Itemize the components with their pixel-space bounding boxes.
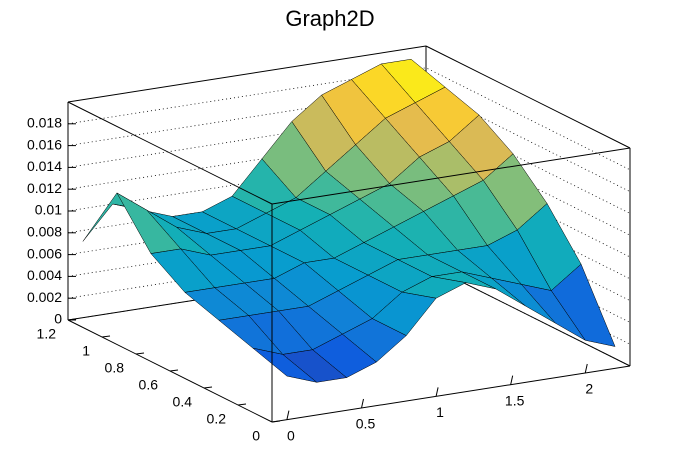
z-tick-label: 0.004 (27, 267, 62, 283)
z-tick-label: 0 (54, 311, 62, 327)
y-tick-label: 0.8 (105, 360, 125, 376)
z-tick-label: 0.012 (27, 180, 62, 196)
x-tick (584, 363, 588, 374)
y-tick-label: 0.4 (173, 394, 193, 410)
x-tick (286, 410, 290, 420)
grid-line (67, 67, 631, 171)
y-tick (67, 318, 77, 321)
z-tick-label: 0.008 (27, 224, 62, 240)
box-edge (425, 45, 631, 149)
y-tick (271, 420, 281, 423)
chart-title: Graph2D (285, 6, 374, 31)
x-tick-label: 1 (436, 404, 444, 420)
z-tick-label: 0.002 (27, 289, 62, 305)
y-tick (203, 386, 213, 389)
grid-line (67, 132, 631, 236)
y-tick (135, 352, 145, 355)
box-edge (271, 365, 631, 423)
grid-line (67, 110, 631, 214)
surface-cell (252, 347, 317, 383)
y-tick (169, 369, 179, 372)
y-tick-label: 0.2 (207, 411, 227, 427)
x-tick-label: 0 (287, 427, 295, 443)
x-tick (361, 398, 364, 409)
z-tick-label: 0.016 (27, 136, 62, 152)
box-edge (67, 45, 427, 103)
x-tick-label: 1.5 (505, 392, 525, 408)
x-tick-label: 0.5 (356, 416, 376, 432)
z-tick-label: 0.01 (35, 202, 62, 218)
z-tick-label: 0.018 (27, 115, 62, 131)
y-tick-label: 1.2 (37, 326, 57, 342)
box-edge (67, 101, 273, 205)
x-tick (510, 375, 514, 385)
x-tick-label: 2 (585, 381, 593, 397)
x-tick (435, 387, 439, 397)
box-edge (271, 147, 631, 205)
grid-line (67, 89, 631, 192)
z-tick-label: 0.006 (27, 245, 62, 261)
y-tick-label: 0.6 (139, 377, 159, 393)
y-tick-label: 0 (252, 428, 260, 444)
y-tick-label: 1 (82, 343, 90, 359)
y-tick (101, 335, 111, 338)
z-tick-label: 0.014 (27, 158, 62, 174)
y-tick (237, 403, 247, 406)
grid-line (67, 154, 631, 258)
